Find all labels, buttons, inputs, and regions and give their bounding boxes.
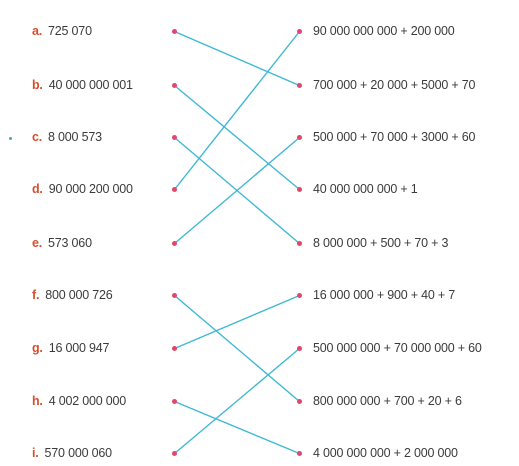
match-line-g-6 [174,294,300,350]
left-item-f: f. 800 000 726 [32,287,113,303]
left-dot-g[interactable] [172,346,177,351]
left-value-a: 725 070 [48,24,92,38]
right-item-7: 500 000 000 + 70 000 000 + 60 [313,341,482,355]
left-dot-f[interactable] [172,293,177,298]
left-value-b: 40 000 000 001 [48,78,133,92]
left-item-b: b. 40 000 000 001 [32,77,133,93]
left-letter-g: g. [32,341,43,355]
right-dot-5[interactable] [297,241,302,246]
left-value-i: 570 000 060 [44,446,113,460]
left-value-e: 573 060 [48,236,92,250]
left-letter-c: c. [32,130,43,144]
left-item-e: e. 573 060 [32,235,92,251]
right-item-9: 4 000 000 000 + 2 000 000 [313,446,458,460]
left-item-a: a. 725 070 [32,23,92,39]
match-line-h-9 [174,400,300,455]
left-dot-d[interactable] [172,187,177,192]
left-value-g: 16 000 947 [48,341,110,355]
right-item-4: 40 000 000 000 + 1 [313,182,418,196]
left-letter-a: a. [32,24,43,38]
left-item-h: h. 4 002 000 000 [32,393,126,409]
match-line-f-8 [174,294,300,403]
match-line-b-4 [174,84,300,191]
left-dot-h[interactable] [172,399,177,404]
match-line-a-2 [174,30,300,87]
match-line-e-3 [174,136,300,245]
right-item-1: 90 000 000 000 + 200 000 [313,24,455,38]
right-item-8: 800 000 000 + 700 + 20 + 6 [313,394,462,408]
right-dot-1[interactable] [297,29,302,34]
left-value-c: 8 000 573 [48,130,102,144]
right-dot-9[interactable] [297,451,302,456]
right-dot-4[interactable] [297,187,302,192]
right-dot-2[interactable] [297,83,302,88]
left-letter-i: i. [32,446,39,460]
left-letter-b: b. [32,78,43,92]
left-letter-e: e. [32,236,43,250]
match-line-d-1 [173,31,301,190]
right-item-5: 8 000 000 + 500 + 70 + 3 [313,236,449,250]
margin-mark [9,137,12,140]
right-dot-8[interactable] [297,399,302,404]
left-value-d: 90 000 200 000 [48,182,133,196]
left-dot-a[interactable] [172,29,177,34]
left-item-i: i. 570 000 060 [32,445,112,461]
left-value-h: 4 002 000 000 [48,394,127,408]
left-dot-b[interactable] [172,83,177,88]
left-item-d: d. 90 000 200 000 [32,181,133,197]
left-letter-h: h. [32,394,43,408]
match-line-i-7 [174,347,300,455]
left-letter-f: f. [32,288,40,302]
right-dot-6[interactable] [297,293,302,298]
right-item-3: 500 000 + 70 000 + 3000 + 60 [313,130,476,144]
left-item-c: c. 8 000 573 [32,129,102,145]
left-value-f: 800 000 726 [45,288,113,302]
right-item-6: 16 000 000 + 900 + 40 + 7 [313,288,456,302]
right-item-2: 700 000 + 20 000 + 5000 + 70 [313,78,476,92]
left-dot-c[interactable] [172,135,177,140]
left-item-g: g. 16 000 947 [32,340,109,356]
left-letter-d: d. [32,182,43,196]
right-dot-3[interactable] [297,135,302,140]
left-dot-i[interactable] [172,451,177,456]
left-dot-e[interactable] [172,241,177,246]
right-dot-7[interactable] [297,346,302,351]
